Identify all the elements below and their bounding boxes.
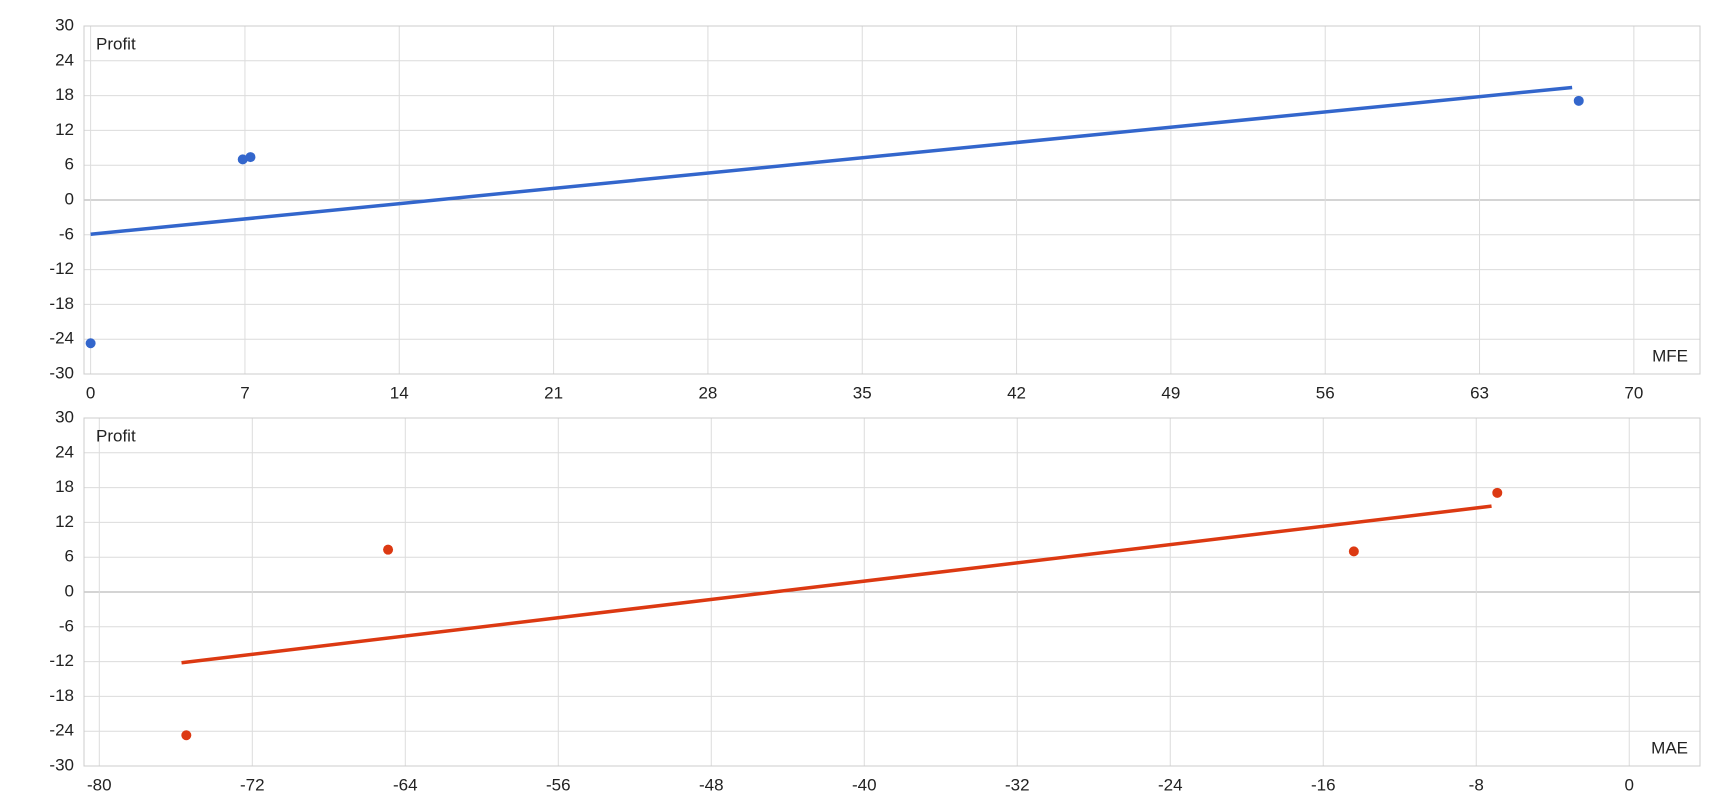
y-tick-label: 30	[55, 407, 74, 426]
y-tick-label: -24	[49, 721, 74, 740]
x-tick-label: 42	[1007, 383, 1026, 402]
x-tick-label: 0	[1625, 775, 1634, 794]
y-tick-label: 24	[55, 442, 74, 461]
y-tick-label: 6	[65, 155, 74, 174]
y-tick-label: -6	[59, 616, 74, 635]
x-tick-label: 21	[544, 383, 563, 402]
y-tick-label: 24	[55, 50, 74, 69]
x-tick-label: 28	[698, 383, 717, 402]
point	[383, 544, 394, 555]
point	[1492, 487, 1503, 498]
x-tick-label: 14	[390, 383, 409, 402]
point	[245, 152, 256, 163]
x-tick-label: 0	[86, 383, 95, 402]
y-tick-label: -12	[49, 259, 74, 278]
y-tick-label: -12	[49, 651, 74, 670]
x-tick-label: -72	[240, 775, 265, 794]
y-axis-label: Profit	[96, 426, 136, 445]
x-tick-label: 56	[1316, 383, 1335, 402]
x-tick-label: -24	[1158, 775, 1183, 794]
point	[181, 730, 192, 741]
point	[1348, 546, 1359, 557]
x-tick-label: -16	[1311, 775, 1336, 794]
y-tick-label: -6	[59, 224, 74, 243]
point	[237, 154, 248, 165]
x-tick-label: -32	[1005, 775, 1030, 794]
trendline	[181, 504, 1492, 665]
y-tick-label: -18	[49, 294, 74, 313]
y-tick-label: -24	[49, 329, 74, 348]
plot-border	[83, 417, 1701, 767]
y-tick-label: 0	[65, 581, 74, 600]
x-tick-label: 63	[1470, 383, 1489, 402]
x-tick-label: -56	[546, 775, 571, 794]
x-tick-label: 35	[853, 383, 872, 402]
y-tick-label: 30	[55, 15, 74, 34]
x-tick-label: -80	[87, 775, 112, 794]
y-tick-label: -30	[49, 363, 74, 382]
x-tick-label: 49	[1161, 383, 1180, 402]
y-tick-label: -30	[49, 755, 74, 774]
y-tick-label: 18	[55, 85, 74, 104]
x-axis-label: MFE	[1652, 346, 1688, 365]
x-tick-label: 70	[1624, 383, 1643, 402]
y-tick-label: 0	[65, 189, 74, 208]
trendline	[90, 85, 1573, 236]
x-tick-label: -64	[393, 775, 418, 794]
x-tick-label: -8	[1469, 775, 1484, 794]
point	[1573, 95, 1584, 106]
y-tick-label: 12	[55, 120, 74, 139]
y-tick-label: -18	[49, 686, 74, 705]
x-tick-label: 7	[240, 383, 249, 402]
x-tick-label: -40	[852, 775, 877, 794]
y-axis-label: Profit	[96, 34, 136, 53]
y-tick-label: 12	[55, 512, 74, 531]
y-tick-label: 6	[65, 547, 74, 566]
plot-border	[83, 25, 1701, 375]
x-tick-label: -48	[699, 775, 724, 794]
x-axis-label: MAE	[1651, 738, 1688, 757]
point	[85, 338, 96, 349]
y-tick-label: 18	[55, 477, 74, 496]
